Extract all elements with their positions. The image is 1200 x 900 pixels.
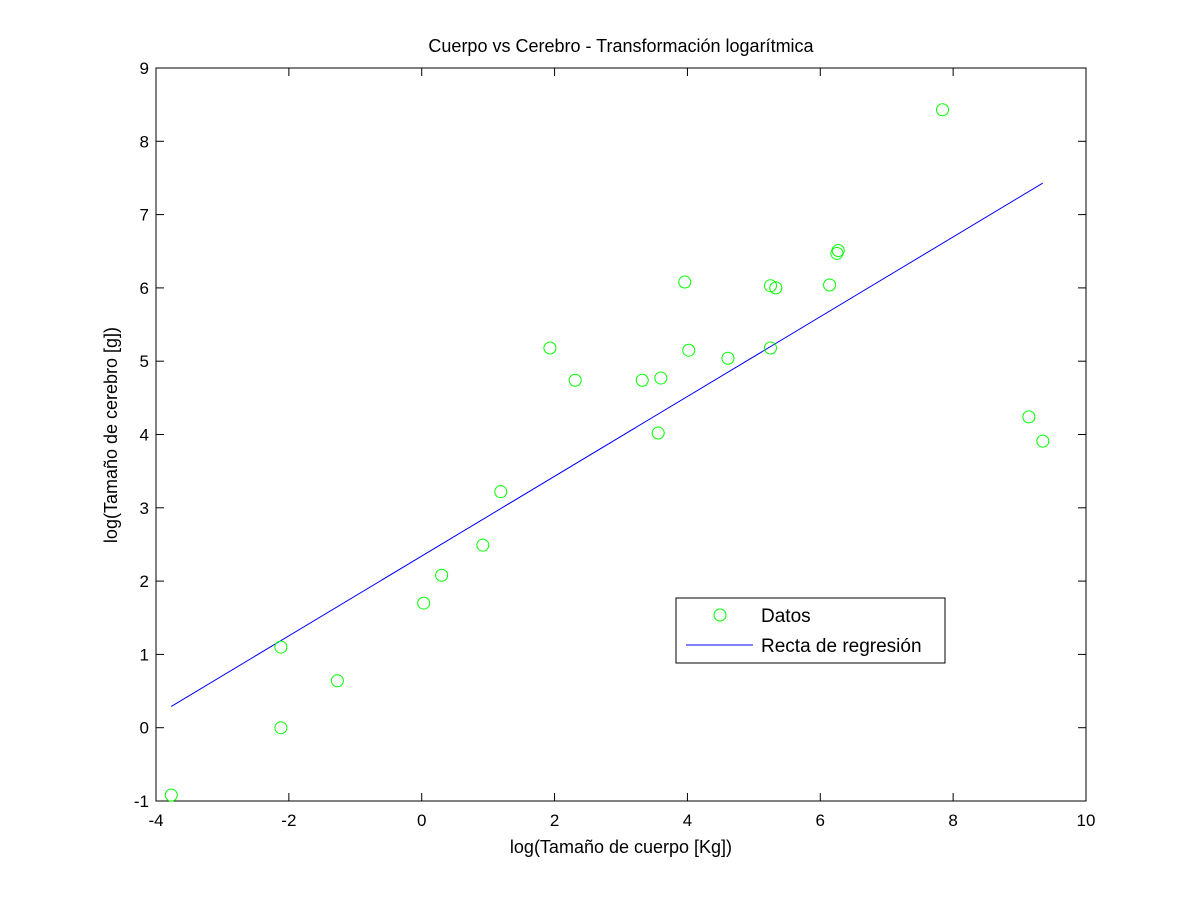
data-points-layer	[164, 103, 1050, 802]
x-tick-label: 8	[948, 811, 957, 830]
data-point	[164, 788, 178, 802]
data-point	[417, 596, 431, 610]
x-axis-title: log(Tamaño de cuerpo [Kg])	[510, 837, 732, 857]
plot-area	[155, 67, 1087, 802]
x-tick-label: 10	[1077, 811, 1096, 830]
y-tick-label: 4	[140, 426, 149, 445]
x-tick-label: -4	[148, 811, 163, 830]
data-point	[476, 538, 490, 552]
data-point	[494, 485, 508, 499]
data-point	[1022, 410, 1036, 424]
data-point	[435, 568, 449, 582]
data-point	[651, 426, 665, 440]
data-point	[654, 371, 668, 385]
y-axis-title: log(Tamaño de cerebro [g])	[101, 327, 121, 543]
y-tick-label: 0	[140, 719, 149, 738]
y-tick-label: 7	[140, 206, 149, 225]
data-point	[568, 373, 582, 387]
data-point	[721, 351, 735, 365]
regression-line	[171, 182, 1044, 707]
data-point	[274, 640, 288, 654]
y-tick-label: 6	[140, 279, 149, 298]
y-tick-label: -1	[134, 792, 149, 811]
legend-datos-label: Datos	[761, 606, 811, 627]
data-point	[936, 103, 950, 117]
axis-ticks: -4 -2 0 2 4 6 8 10 -1 0 1 2 3 4 5 6 7 8 9	[134, 59, 1096, 830]
x-tick-label: 4	[683, 811, 692, 830]
data-point	[274, 721, 288, 735]
chart-title: Cuerpo vs Cerebro - Transformación logar…	[428, 36, 814, 56]
legend-datos-marker	[713, 608, 727, 622]
data-point	[543, 341, 557, 355]
y-tick-label: 2	[140, 572, 149, 591]
data-point	[635, 373, 649, 387]
y-tick-label: 5	[140, 352, 149, 371]
data-point	[1036, 434, 1050, 448]
regression-line-layer	[171, 182, 1044, 707]
data-point	[763, 279, 777, 293]
legend-regression-label: Recta de regresión	[761, 636, 922, 657]
data-point	[769, 281, 783, 295]
y-tick-label: 3	[140, 499, 149, 518]
x-tick-label: 2	[550, 811, 559, 830]
x-tick-label: -2	[281, 811, 296, 830]
data-point	[678, 275, 692, 289]
y-tick-label: 8	[140, 132, 149, 151]
data-point	[831, 244, 845, 258]
legend: Datos Recta de regresión	[675, 597, 946, 664]
data-point	[330, 674, 344, 688]
x-tick-label: 6	[816, 811, 825, 830]
x-tick-label: 0	[417, 811, 426, 830]
y-tick-label: 9	[140, 59, 149, 78]
data-point	[763, 341, 777, 355]
data-point	[682, 343, 696, 357]
data-point	[823, 278, 837, 292]
y-tick-label: 1	[140, 645, 149, 664]
